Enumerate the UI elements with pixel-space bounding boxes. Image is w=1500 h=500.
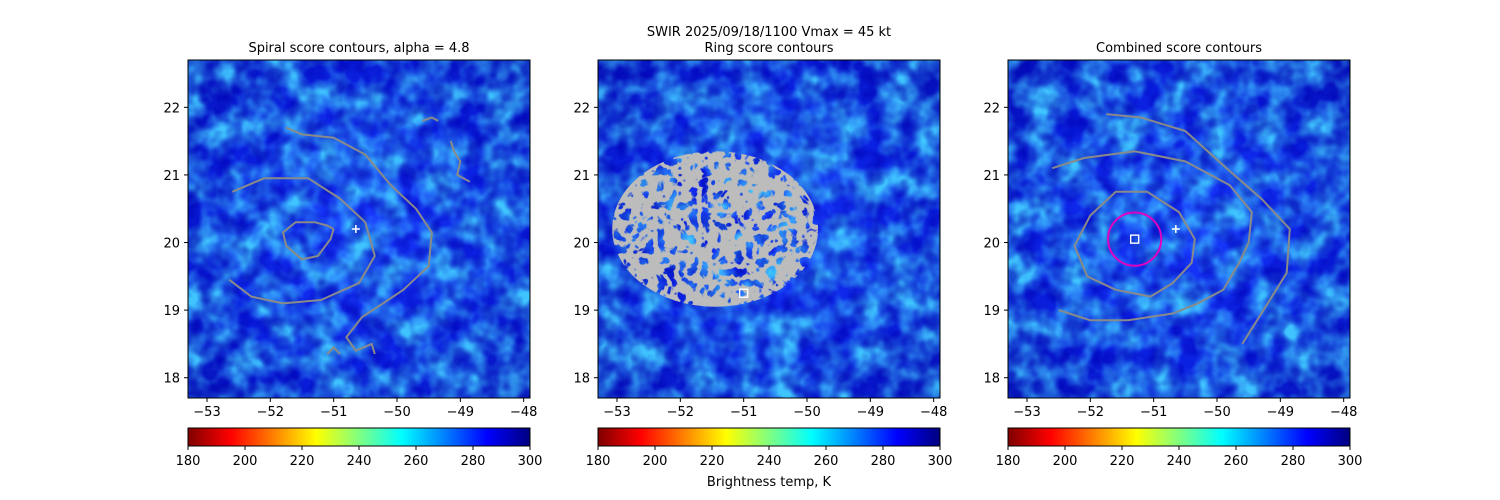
colorbar: 180 200 220 240 260 280 300 [176, 427, 543, 469]
y-tick-label: 22 [573, 101, 590, 116]
score-contour [285, 126, 433, 355]
y-tick-label: 20 [573, 237, 590, 252]
x-tick-label: −49 [447, 405, 474, 420]
y-tick-label: 20 [163, 237, 180, 252]
square-marker [1129, 234, 1140, 244]
plus-marker [1171, 225, 1180, 233]
y-tick-label: 22 [163, 101, 180, 116]
colorbar-tick-label: 200 [233, 454, 258, 469]
colorbar-tick-label: 280 [461, 454, 486, 469]
score-contour [1106, 113, 1291, 345]
x-tick-label: −52 [257, 405, 284, 420]
score-contour [282, 221, 335, 261]
panel-title: Ring score contours [704, 41, 833, 56]
x-tick-label: −51 [320, 405, 347, 420]
colorbar-tick-label: 240 [347, 454, 372, 469]
x-tick-label: −50 [793, 405, 820, 420]
colorbar-tick-label: 260 [404, 454, 429, 469]
brightness-image [188, 60, 530, 398]
colorbar-tick-label: 220 [700, 454, 725, 469]
x-tick-label: −53 [1013, 405, 1040, 420]
x-tick-label: −51 [730, 405, 757, 420]
x-tick-label: −49 [1267, 405, 1294, 420]
x-tick-label: −48 [510, 405, 537, 420]
panel-2: Ring score contours −53 −52 −51 −50 −49 −48 18 1… [573, 41, 947, 420]
colorbar-tick-label: 200 [643, 454, 668, 469]
score-contour [228, 177, 376, 305]
y-tick-label: 21 [983, 169, 1000, 184]
y-tick-label: 22 [983, 101, 1000, 116]
x-tick-label: −48 [920, 405, 947, 420]
colorbar-tick-label: 280 [871, 454, 896, 469]
colorbar-tick-label: 180 [996, 454, 1021, 469]
colorbar-tick-label: 200 [1053, 454, 1078, 469]
plus-marker [351, 225, 360, 233]
panel-3: Combined score contours −53 −52 −51 −50 −49 −4… [983, 41, 1357, 420]
y-tick-label: 21 [163, 169, 180, 184]
colorbar-tick-label: 300 [1338, 454, 1363, 469]
x-tick-label: −52 [1077, 405, 1104, 420]
x-tick-label: −49 [857, 405, 884, 420]
panel-title: Combined score contours [1096, 41, 1262, 56]
colorbar-label: Brightness temp, K [707, 475, 832, 490]
axes-frame [1007, 59, 1351, 399]
panel-title: Spiral score contours, alpha = 4.8 [248, 41, 469, 56]
colorbar-tick-label: 300 [928, 454, 953, 469]
x-tick-label: −51 [1140, 405, 1167, 420]
y-tick-label: 18 [573, 372, 590, 387]
square-marker [738, 288, 749, 298]
colorbar-tick-label: 260 [1224, 454, 1249, 469]
x-tick-label: −50 [383, 405, 410, 420]
axes-frame [187, 59, 531, 399]
x-tick-label: −53 [193, 405, 220, 420]
colorbar-tick-label: 220 [1110, 454, 1135, 469]
y-tick-label: 18 [163, 372, 180, 387]
y-tick-label: 21 [573, 169, 590, 184]
colorbar: 180 200 220 240 260 280 300 [586, 427, 953, 469]
x-tick-label: −50 [1203, 405, 1230, 420]
colorbar-tick-label: 300 [518, 454, 543, 469]
circle-marker [1107, 211, 1163, 267]
colorbar-tick-label: 280 [1281, 454, 1306, 469]
colorbar-tick-label: 220 [290, 454, 315, 469]
y-tick-label: 20 [983, 237, 1000, 252]
suptitle: SWIR 2025/09/18/1100 Vmax = 45 kt [647, 25, 891, 40]
colorbar-tick-label: 240 [1167, 454, 1192, 469]
score-contour [421, 116, 439, 122]
score-contour [449, 140, 471, 183]
score-contour [1051, 150, 1253, 322]
x-tick-label: −53 [603, 405, 630, 420]
brightness-image [598, 60, 940, 398]
y-tick-label: 19 [983, 304, 1000, 319]
colorbar-tick-label: 240 [757, 454, 782, 469]
ring-contours [612, 151, 819, 307]
x-tick-label: −52 [667, 405, 694, 420]
colorbar: 180 200 220 240 260 280 300 [996, 427, 1363, 469]
colorbar-tick-label: 180 [176, 454, 201, 469]
score-contour [326, 346, 341, 355]
brightness-image [1008, 60, 1350, 398]
y-tick-label: 19 [573, 304, 590, 319]
y-tick-label: 19 [163, 304, 180, 319]
colorbars: 180 200 220 240 260 280 300 180 200 220 240 260 280 3… [176, 427, 1363, 469]
panel-1: Spiral score contours, alpha = 4.8 −53 −52… [163, 41, 537, 420]
colorbar-tick-label: 180 [586, 454, 611, 469]
axes-frame [597, 59, 941, 399]
x-tick-label: −48 [1330, 405, 1357, 420]
score-contour [1073, 190, 1196, 298]
y-tick-label: 18 [983, 372, 1000, 387]
colorbar-tick-label: 260 [814, 454, 839, 469]
panels: Spiral score contours, alpha = 4.8 −53 −52… [163, 41, 1357, 420]
